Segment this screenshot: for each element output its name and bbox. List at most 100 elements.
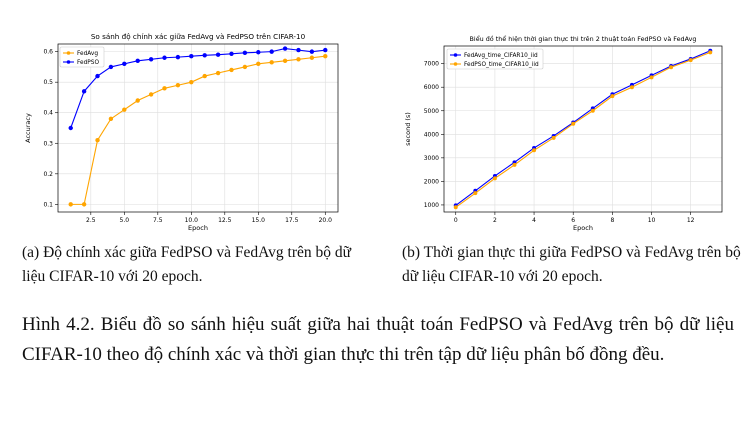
data-point [215,70,221,76]
y-tick-label: 7000 [424,61,439,68]
data-point [629,85,634,90]
data-point [242,64,248,70]
y-tick-label: 0.5 [43,79,53,86]
data-point [708,50,713,55]
legend-marker [453,53,458,57]
x-tick-label: 7.5 [153,217,163,224]
data-point [108,116,114,122]
y-tick-label: 0.1 [43,201,53,208]
x-tick-label: 0 [454,217,458,224]
x-tick-label: 5.0 [120,217,130,224]
execution-time-chart: Biểu đồ thể hiện thời gian thực thi trên… [404,34,723,232]
x-tick-label: 8 [610,217,614,224]
data-point [610,94,615,99]
data-point [229,67,234,73]
data-point [688,58,693,63]
y-tick-label: 6000 [424,84,439,91]
x-tick-label: 6 [571,217,575,224]
plot-frame [443,45,723,213]
data-point [453,205,458,210]
data-point [81,89,87,94]
legend-label: FedAvg_time_CIFAR10_iid [464,53,538,59]
chart-title: So sánh độ chính xác giữa FedAvg và FedP… [91,32,306,41]
figure-b-caption: (b) Thời gian thực thi giữa FedPSO và Fe… [402,244,741,285]
data-point [162,55,167,60]
series-line-fedavg [70,55,326,205]
figure-a: So sánh độ chính xác giữa FedAvg và FedP… [0,0,375,238]
data-point [282,58,288,63]
data-point [532,148,537,153]
chart-title: Biểu đồ thể hiện thời gian thực thi trên… [470,34,697,43]
y-tick-label: 1000 [424,202,439,209]
y-tick-label: 0.4 [43,110,53,117]
data-point [189,54,194,59]
data-point [135,98,140,103]
data-point [202,73,207,79]
data-point [175,54,181,60]
x-tick-label: 4 [532,217,536,224]
figure-a-caption: (a) Độ chính xác giữa FedPSO và FedAvg t… [22,244,352,285]
y-tick-label: 4000 [424,131,439,138]
data-point [571,121,576,126]
main-caption: Hình 4.2. Biểu đồ so sánh hiệu suất giữa… [22,314,734,365]
y-tick-label: 0.3 [43,140,53,147]
y-tick-label: 5000 [424,108,439,115]
y-tick-label: 3000 [424,155,439,162]
legend-marker [453,62,458,66]
data-point [122,61,127,67]
legend-marker [66,51,71,55]
y-tick-label: 0.2 [43,171,53,178]
data-point [512,162,517,167]
data-point [175,83,181,88]
data-point [148,57,154,62]
x-tick-label: 2.5 [86,217,96,224]
data-point [590,108,595,113]
x-tick-label: 10 [648,217,656,224]
data-point [551,135,556,140]
data-point [68,125,73,131]
data-point [81,202,87,207]
data-point [669,65,674,70]
data-point [309,55,315,60]
data-point [229,51,234,56]
x-tick-label: 17.5 [285,217,299,224]
legend-label: FedPSO [77,60,99,66]
data-point [309,49,315,54]
x-tick-label: 20.0 [319,217,333,224]
x-tick-label: 12.5 [218,217,232,224]
data-point [148,92,154,97]
data-point [95,138,100,143]
data-point [473,191,478,196]
data-point [68,202,73,207]
series-line-fedpso-time-cifar10-iid [455,51,711,208]
figure-b: Biểu đồ thể hiện thời gian thực thi trên… [377,0,752,238]
x-axis-label: Epoch [188,224,208,232]
y-tick-label: 0.6 [43,49,53,56]
x-tick-label: 2 [493,217,497,224]
x-tick-label: 12 [687,217,695,224]
x-tick-label: 15.0 [252,217,266,224]
x-tick-label: 10.0 [185,217,199,224]
legend-label: FedPSO_time_CIFAR10_iid [464,62,539,68]
data-point [256,50,261,55]
data-point [122,107,127,112]
legend-box [446,48,544,70]
data-point [242,50,248,56]
data-point [135,58,140,63]
y-axis-label: second (s) [404,112,412,146]
data-point [202,53,207,58]
legend-marker [66,60,71,64]
data-point [215,52,221,57]
data-point [162,86,167,91]
data-point [296,57,301,62]
legend-label: FedAvg [77,51,98,57]
y-tick-label: 2000 [424,178,439,185]
series-line-fedpso [70,48,326,129]
x-axis-label: Epoch [573,224,593,232]
data-point [296,47,301,53]
data-point [269,49,274,54]
data-point [323,54,328,59]
data-point [269,60,274,65]
y-axis-label: Accuracy [24,113,32,143]
data-point [649,75,654,80]
